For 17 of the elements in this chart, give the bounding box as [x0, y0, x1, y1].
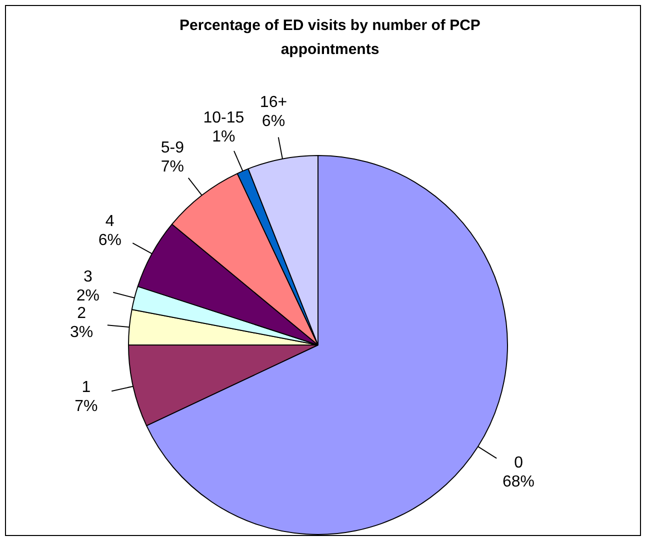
chart-title: Percentage of ED visits by number of PCP appointments [178, 16, 482, 60]
data-label: 68% [502, 474, 535, 491]
data-label: 6% [262, 113, 286, 130]
data-label: 2% [76, 287, 100, 304]
slice-label: 1 [82, 379, 91, 396]
slice-label: 0 [514, 454, 524, 472]
data-label: 7% [160, 158, 184, 176]
data-label: 6% [98, 232, 122, 249]
data-label: 7% [74, 398, 98, 416]
slice-label: 16+ [260, 94, 288, 112]
slice-label: 3 [84, 268, 93, 286]
slice-label: 5-9 [160, 140, 184, 157]
data-label: 1% [212, 128, 236, 146]
slice-label: 4 [105, 212, 114, 230]
slice-label: 10-15 [203, 109, 244, 126]
slice-label: 2 [77, 305, 86, 322]
data-label: 3% [70, 324, 94, 342]
